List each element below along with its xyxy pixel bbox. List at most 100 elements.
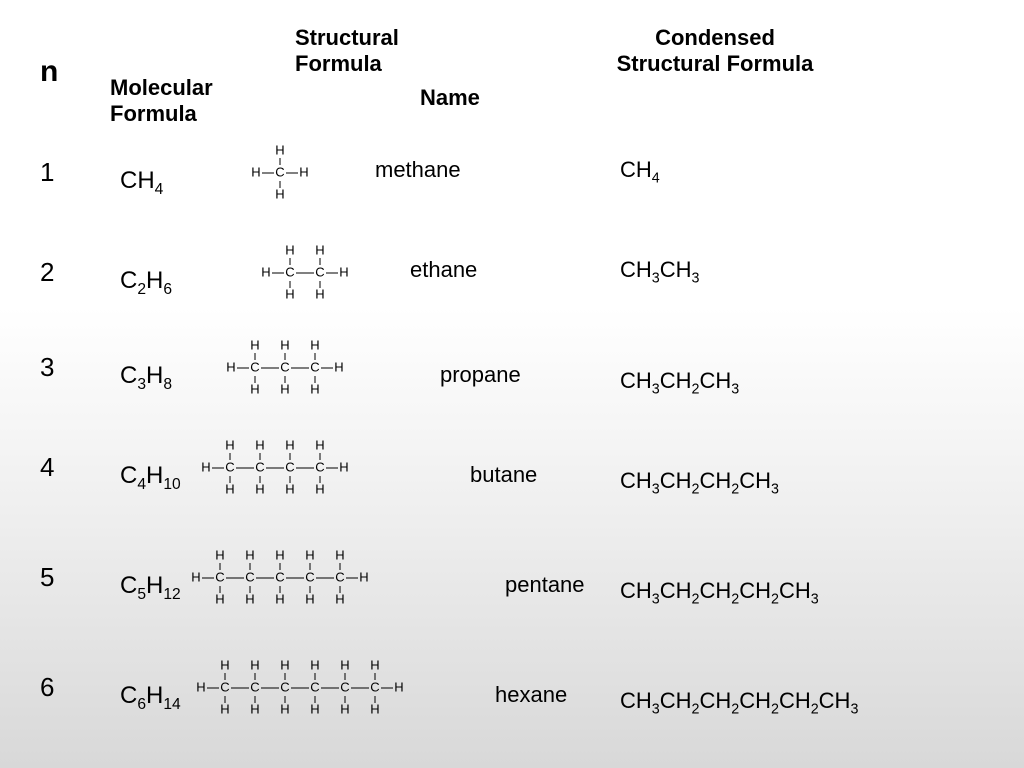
- svg-text:H: H: [335, 547, 344, 562]
- header-condensed-text: Condensed Structural Formula: [617, 25, 814, 76]
- svg-text:H: H: [251, 164, 260, 179]
- svg-text:H: H: [250, 701, 259, 716]
- row-condensed: CH3CH3: [620, 257, 699, 283]
- svg-text:H: H: [359, 569, 368, 584]
- header-n: n: [40, 55, 58, 89]
- svg-text:H: H: [226, 359, 235, 374]
- row-structural: HCHHCHHCHHCHHH: [200, 428, 370, 513]
- svg-text:C: C: [315, 459, 324, 474]
- svg-text:C: C: [305, 569, 314, 584]
- row-condensed: CH3CH2CH3: [620, 368, 739, 394]
- svg-text:C: C: [250, 359, 259, 374]
- row-molecular: CH4: [120, 167, 163, 195]
- svg-text:H: H: [191, 569, 200, 584]
- svg-text:C: C: [310, 359, 319, 374]
- svg-text:H: H: [255, 481, 264, 496]
- row-name: methane: [375, 157, 461, 183]
- svg-text:H: H: [255, 437, 264, 452]
- svg-text:C: C: [285, 459, 294, 474]
- svg-text:C: C: [315, 264, 324, 279]
- svg-text:H: H: [250, 337, 259, 352]
- svg-text:C: C: [225, 459, 234, 474]
- row-n: 3: [40, 352, 54, 383]
- row-name: hexane: [495, 682, 567, 708]
- svg-text:H: H: [196, 679, 205, 694]
- svg-text:H: H: [275, 547, 284, 562]
- header-structural: Structural Formula: [295, 25, 455, 78]
- svg-text:H: H: [225, 437, 234, 452]
- svg-text:H: H: [225, 481, 234, 496]
- row-n: 5: [40, 562, 54, 593]
- svg-text:H: H: [245, 547, 254, 562]
- row-condensed: CH3CH2CH2CH2CH3: [620, 578, 819, 604]
- svg-text:C: C: [250, 679, 259, 694]
- svg-text:C: C: [370, 679, 379, 694]
- row-name: propane: [440, 362, 521, 388]
- svg-text:H: H: [305, 547, 314, 562]
- svg-text:H: H: [285, 481, 294, 496]
- svg-text:H: H: [275, 142, 284, 157]
- svg-text:H: H: [275, 591, 284, 606]
- svg-text:H: H: [215, 591, 224, 606]
- row-structural: HCHHH: [250, 133, 330, 218]
- svg-text:H: H: [285, 437, 294, 452]
- svg-text:C: C: [245, 569, 254, 584]
- row-structural: HCHHCHHH: [260, 233, 370, 318]
- row-condensed: CH4: [620, 157, 660, 183]
- svg-text:C: C: [280, 359, 289, 374]
- svg-text:C: C: [340, 679, 349, 694]
- header-name: Name: [420, 85, 480, 111]
- svg-text:H: H: [340, 701, 349, 716]
- row-n: 1: [40, 157, 54, 188]
- svg-text:H: H: [201, 459, 210, 474]
- svg-text:H: H: [310, 657, 319, 672]
- svg-text:H: H: [340, 657, 349, 672]
- row-name: butane: [470, 462, 537, 488]
- svg-text:H: H: [310, 701, 319, 716]
- row-molecular: C2H6: [120, 267, 172, 295]
- svg-text:H: H: [310, 337, 319, 352]
- svg-text:H: H: [275, 186, 284, 201]
- svg-text:H: H: [315, 481, 324, 496]
- svg-text:H: H: [285, 286, 294, 301]
- row-molecular: C5H12: [120, 572, 181, 600]
- svg-text:C: C: [335, 569, 344, 584]
- svg-text:H: H: [280, 657, 289, 672]
- row-n: 6: [40, 672, 54, 703]
- row-structural: HCHHCHHCHHH: [225, 328, 365, 413]
- svg-text:H: H: [335, 591, 344, 606]
- svg-text:C: C: [255, 459, 264, 474]
- svg-text:H: H: [261, 264, 270, 279]
- row-n: 4: [40, 452, 54, 483]
- svg-text:H: H: [315, 286, 324, 301]
- svg-text:H: H: [280, 337, 289, 352]
- row-name: ethane: [410, 257, 477, 283]
- svg-text:H: H: [245, 591, 254, 606]
- row-n: 2: [40, 257, 54, 288]
- svg-text:H: H: [315, 242, 324, 257]
- row-molecular: C6H14: [120, 682, 181, 710]
- svg-text:H: H: [280, 381, 289, 396]
- row-condensed: CH3CH2CH2CH3: [620, 468, 779, 494]
- svg-text:C: C: [285, 264, 294, 279]
- svg-text:C: C: [215, 569, 224, 584]
- svg-text:H: H: [250, 657, 259, 672]
- row-condensed: CH3CH2CH2CH2CH2CH3: [620, 688, 858, 714]
- svg-text:H: H: [394, 679, 403, 694]
- svg-text:H: H: [215, 547, 224, 562]
- row-molecular: C4H10: [120, 462, 181, 490]
- row-structural: HCHHCHHCHHCHHCHHCHHH: [195, 648, 425, 733]
- svg-text:H: H: [220, 701, 229, 716]
- svg-text:C: C: [275, 569, 284, 584]
- svg-text:C: C: [280, 679, 289, 694]
- svg-text:H: H: [280, 701, 289, 716]
- svg-text:H: H: [310, 381, 319, 396]
- header-condensed: Condensed Structural Formula: [605, 25, 825, 78]
- svg-text:H: H: [315, 437, 324, 452]
- row-structural: HCHHCHHCHHCHHCHHH: [190, 538, 390, 623]
- svg-text:H: H: [285, 242, 294, 257]
- row-molecular: C3H8: [120, 362, 172, 390]
- alkane-table: n Molecular Formula Structural Formula N…: [0, 0, 1024, 768]
- svg-text:H: H: [339, 459, 348, 474]
- header-molecular: Molecular Formula: [110, 75, 250, 128]
